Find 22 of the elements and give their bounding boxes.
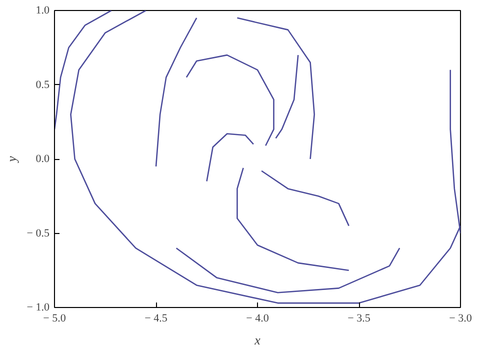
line-series bbox=[236, 17, 315, 160]
y-tick-label: 1.0 bbox=[36, 4, 50, 16]
y-tick-label: − 0.5 bbox=[26, 227, 50, 240]
line-series bbox=[155, 17, 198, 168]
x-axis-title: x bbox=[254, 332, 261, 348]
x-tick-label: − 3.0 bbox=[449, 312, 472, 324]
y-tick-label: − 1.0 bbox=[26, 302, 50, 314]
y-tick-label: 0.5 bbox=[36, 78, 50, 91]
line-series bbox=[206, 133, 254, 182]
line-series bbox=[236, 167, 350, 272]
y-tick-label: 0.0 bbox=[36, 153, 50, 165]
line-series bbox=[54, 10, 112, 130]
line-series bbox=[186, 54, 274, 146]
line-series bbox=[70, 10, 460, 304]
x-tick-label: − 5.0 bbox=[43, 312, 66, 324]
x-tick-label: − 4.0 bbox=[246, 312, 270, 324]
x-tick-label: − 4.5 bbox=[144, 312, 168, 324]
x-tick-label: − 3.5 bbox=[348, 312, 371, 324]
y-axis-title: y bbox=[4, 156, 19, 164]
line-series bbox=[275, 54, 299, 139]
line-series bbox=[260, 170, 350, 226]
line-series bbox=[176, 247, 400, 294]
